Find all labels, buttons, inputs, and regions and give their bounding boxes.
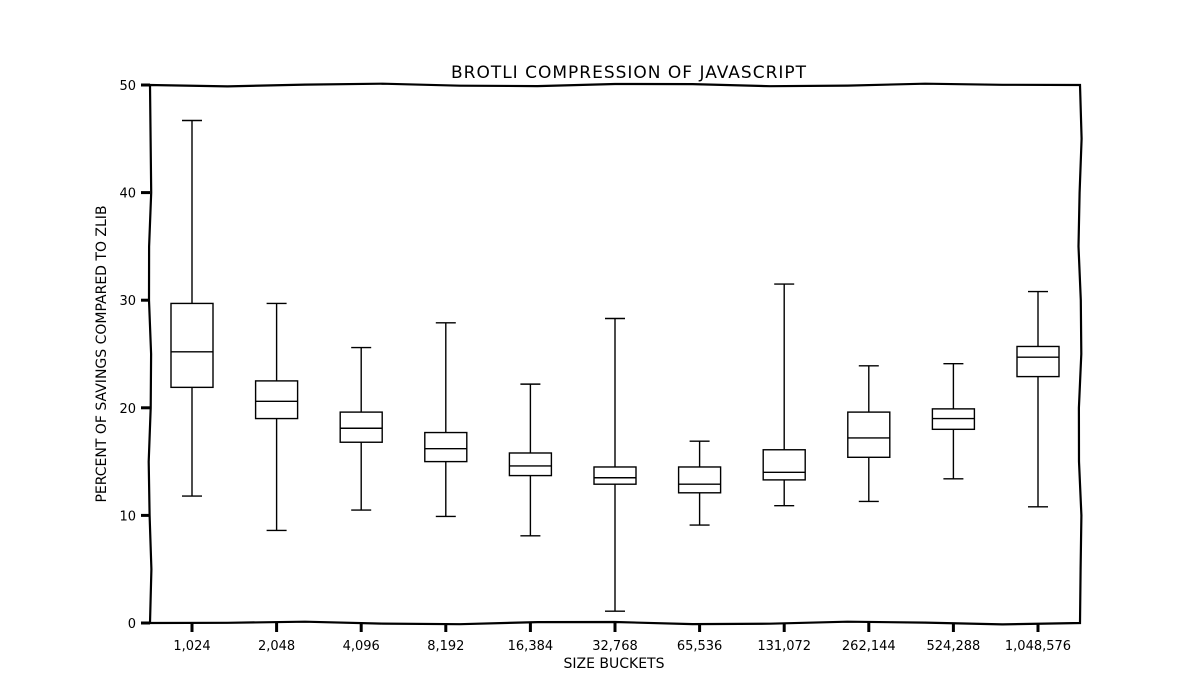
x-axis-label: SIZE BUCKETS [564, 656, 665, 672]
x-tick-label: 8,192 [427, 639, 464, 654]
box-7 [677, 440, 722, 526]
box-9 [847, 365, 891, 503]
box-iqr [508, 452, 553, 477]
x-tick-label: 262,144 [842, 639, 896, 654]
box-iqr [254, 380, 299, 420]
x-tick-label: 524,288 [927, 639, 981, 654]
box-3 [339, 346, 383, 511]
y-tick-label: 50 [119, 79, 136, 94]
box-series [170, 119, 1060, 612]
x-axis: 1,024 2,048 4,096 8,192 16,384 32,768 65,536 13… [173, 623, 1071, 654]
box-iqr [339, 411, 383, 443]
box-8 [762, 283, 806, 507]
y-tick-label: 10 [119, 509, 136, 524]
y-tick-label: 0 [128, 617, 136, 632]
x-tick-label: 16,384 [508, 639, 554, 654]
box-iqr [424, 431, 468, 463]
plot-frame [147, 82, 1083, 626]
box-iqr [847, 411, 891, 458]
box-11 [1016, 290, 1060, 508]
box-iqr [170, 302, 214, 389]
box-4 [424, 322, 468, 518]
box-iqr [1016, 345, 1060, 378]
x-tick-label: 1,024 [173, 639, 210, 654]
box-iqr [593, 466, 637, 485]
x-tick-label: 32,768 [592, 639, 638, 654]
y-tick-label: 20 [119, 402, 136, 417]
box-5 [508, 383, 553, 537]
box-1 [170, 119, 214, 497]
x-tick-label: 1,048,576 [1005, 639, 1071, 654]
x-tick-label: 2,048 [258, 639, 295, 654]
box-6 [593, 317, 637, 612]
x-tick-label: 131,072 [757, 639, 811, 654]
y-axis: 0 10 20 30 40 50 [119, 79, 150, 632]
y-tick-label: 30 [119, 294, 136, 309]
box-10 [931, 362, 976, 480]
x-tick-label: 65,536 [677, 639, 723, 654]
y-axis-label: PERCENT OF SAVINGS COMPARED TO ZLIB [94, 205, 110, 502]
box-2 [254, 302, 299, 532]
box-iqr [677, 466, 722, 494]
chart-title: BROTLI COMPRESSION OF JAVASCRIPT [451, 63, 807, 83]
x-tick-label: 4,096 [343, 639, 380, 654]
box-iqr [762, 449, 806, 481]
y-tick-label: 40 [119, 187, 136, 202]
